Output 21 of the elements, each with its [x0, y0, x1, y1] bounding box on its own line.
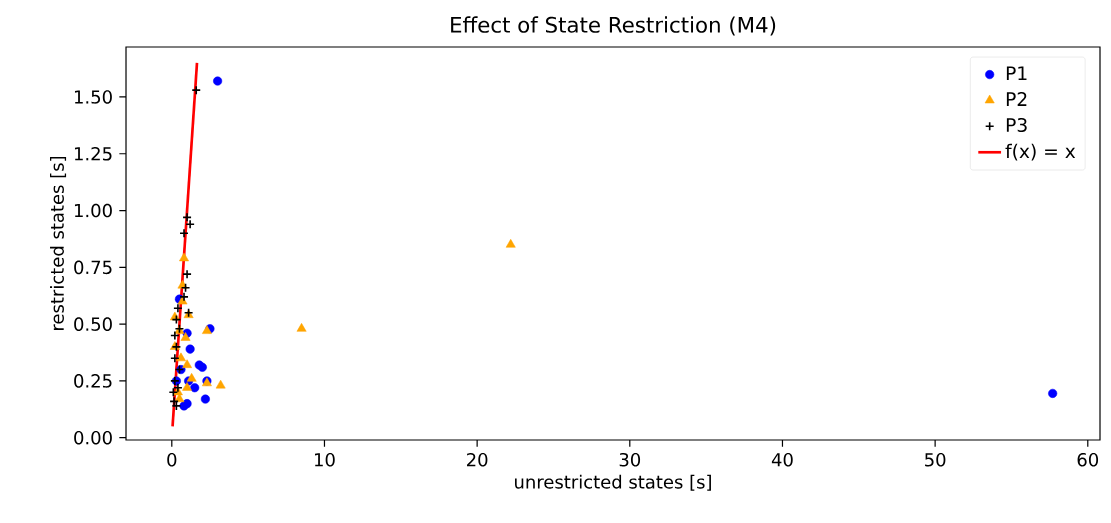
x-tick-label: 30	[619, 452, 641, 467]
y-axis-title: restricted states [s]	[50, 156, 67, 330]
x-tick-label: 40	[771, 452, 793, 467]
legend-label: P3	[1006, 117, 1027, 133]
legend-label: P2	[1006, 92, 1027, 106]
x-tick-label: 60	[1077, 452, 1099, 467]
y-tick-label: 1.00	[74, 203, 112, 218]
x-tick-label: 10	[315, 452, 335, 467]
y-tick-label: 0.50	[74, 317, 112, 331]
y-tick-label: 0.00	[74, 430, 112, 445]
x-tick-label: 0	[167, 452, 177, 467]
y-tick-label: 0.25	[74, 374, 112, 388]
y-tick-label: 0.75	[74, 260, 112, 275]
x-tick-label: 50	[925, 452, 946, 467]
legend-label: P1	[1006, 66, 1027, 81]
x-axis-title: unrestricted states [s]	[515, 474, 711, 491]
legend-label: f(x) = x	[1005, 143, 1076, 161]
chart-title: Effect of State Restriction (M4)	[451, 16, 776, 36]
y-tick-label: 1.25	[74, 146, 112, 161]
x-tick-label: 20	[467, 452, 488, 467]
y-tick-label: 1.50	[74, 90, 112, 104]
